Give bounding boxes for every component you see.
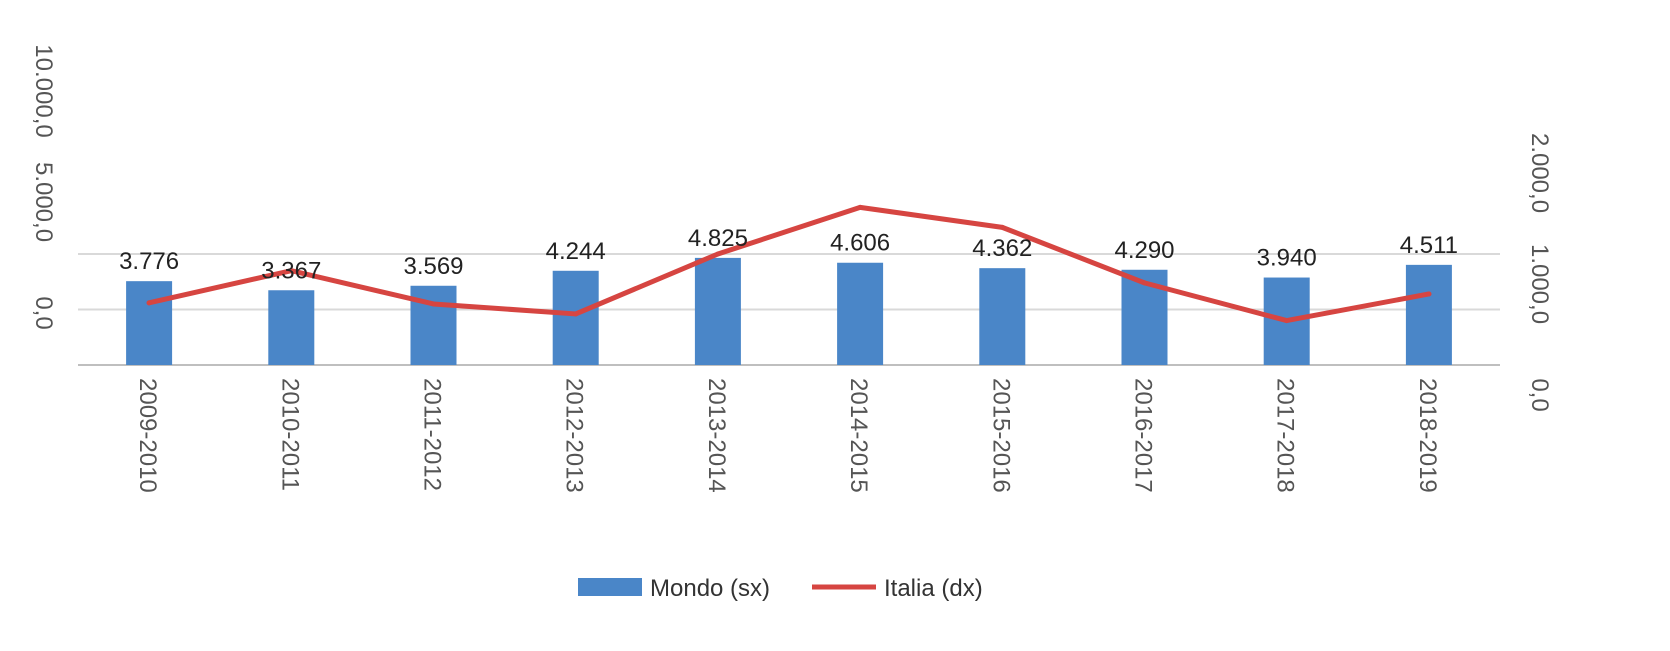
data-label-mondo: 4.606 [830,230,890,257]
point-italia [1142,280,1147,286]
bar-mondo [694,257,741,365]
data-label-mondo: 4.244 [546,238,606,265]
line-italia [146,204,1432,324]
x-tick-label: 2009-2010 [134,378,161,493]
y-axis-left: 0,0 5.000,0 10.000,0 [30,44,57,329]
x-tick-label: 2018-2019 [1414,378,1441,493]
gridlines [78,253,1500,366]
legend: Mondo (sx) Italia (dx) [578,575,983,602]
bar-mondo [979,268,1026,365]
y-right-tick-label: 1.000,0 [1526,244,1553,324]
bar-mondo [126,281,173,365]
point-italia [1284,318,1290,324]
y-axis-right: 0,0 1.000,0 2.000,0 [1526,133,1553,412]
bar-mondo [837,262,884,365]
data-label-mondo: 4.511 [1400,232,1458,259]
bar-mondo [1405,264,1452,365]
x-tick-label: 2016-2017 [1130,378,1157,493]
y-left-tick-label: 5.000,0 [30,162,57,242]
x-tick-label: 2015-2016 [987,378,1014,493]
y-right-tick-label: 2.000,0 [1526,133,1553,213]
data-label-mondo: 3.569 [403,253,463,280]
point-italia [715,251,721,257]
point-italia [573,311,579,317]
x-axis: 2009-2010 2010-2011 2011-2012 2012-2013 2013… [134,378,1441,493]
y-right-tick-label: 0,0 [1526,378,1553,411]
data-label-mondo: 3.776 [119,248,179,275]
data-label-mondo: 4.290 [1114,237,1174,264]
point-italia [999,224,1005,230]
y-left-tick-label: 0,0 [30,296,57,329]
x-tick-label: 2014-2015 [845,378,872,493]
y-left-tick-label: 10.000,0 [30,44,57,137]
point-italia [146,300,152,306]
data-label-mondo: 3.367 [261,257,321,284]
point-italia [288,268,294,274]
point-italia [1426,291,1432,297]
data-label-mondo: 4.825 [688,225,748,252]
bar-mondo [268,290,315,365]
bar-series-mondo [126,257,1452,365]
data-label-mondo: 3.940 [1257,245,1317,272]
x-tick-label: 2017-2018 [1272,378,1299,493]
x-tick-label: 2013-2014 [703,378,730,493]
point-italia [857,204,863,210]
legend-label-mondo: Mondo (sx) [650,575,770,602]
legend-label-italia: Italia (dx) [884,575,983,602]
data-labels: 3.776 3.367 3.569 4.244 4.825 4.606 4.362 4.290… [119,225,1458,284]
legend-swatch-mondo [578,578,642,596]
line-series-italia [146,204,1432,324]
x-tick-label: 2011-2012 [419,378,446,491]
point-italia [431,301,436,307]
bar-mondo [552,270,599,365]
x-tick-label: 2012-2013 [561,378,588,493]
data-label-mondo: 4.362 [972,235,1032,262]
x-tick-label: 2010-2011 [276,378,303,491]
